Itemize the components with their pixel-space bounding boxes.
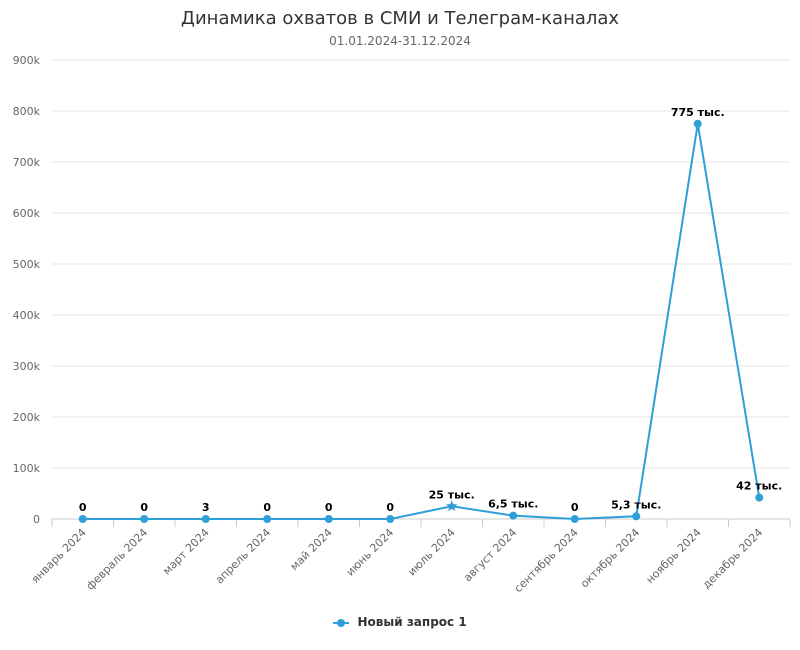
x-tick-label: февраль 2024	[84, 526, 151, 593]
data-point[interactable]	[632, 512, 641, 521]
data-point[interactable]	[693, 119, 702, 128]
data-label: 3	[202, 501, 210, 514]
data-label: 25 тыс.	[429, 488, 475, 501]
data-label: 775 тыс.	[671, 106, 725, 119]
data-point[interactable]	[570, 515, 579, 523]
data-label: 0	[140, 501, 148, 514]
legend-marker-icon	[333, 618, 350, 628]
series	[78, 119, 764, 523]
x-tick-label: июнь 2024	[344, 526, 397, 579]
data-point[interactable]	[140, 515, 149, 523]
data-label: 0	[79, 501, 87, 514]
y-tick-label: 900k	[13, 54, 41, 67]
y-tick-label: 300k	[13, 360, 41, 373]
data-label: 0	[325, 501, 333, 514]
data-point[interactable]	[324, 515, 333, 523]
x-tick-label: июль 2024	[405, 526, 458, 579]
series-line	[82, 123, 761, 521]
chart-title: Динамика охватов в СМИ и Телеграм-канала…	[180, 8, 620, 29]
data-point[interactable]	[201, 514, 210, 523]
data-label: 5,3 тыс.	[611, 498, 661, 511]
y-tick-label: 700k	[13, 156, 41, 169]
chart-subtitle: 01.01.2024-31.12.2024	[329, 34, 471, 48]
legend-label: Новый запрос 1	[357, 615, 467, 629]
grid-lines	[52, 59, 790, 520]
data-point[interactable]	[755, 493, 764, 502]
x-tick-label: март 2024	[160, 526, 212, 578]
data-label: 0	[571, 501, 579, 514]
y-tick-label: 0	[33, 513, 40, 526]
legend[interactable]: Новый запрос 1	[0, 615, 800, 629]
y-tick-label: 600k	[13, 207, 41, 220]
y-tick-label: 800k	[13, 105, 41, 118]
data-label: 0	[386, 501, 394, 514]
data-point[interactable]	[509, 511, 518, 520]
data-point[interactable]	[386, 515, 395, 523]
data-point[interactable]	[78, 515, 87, 523]
data-point-star[interactable]	[446, 500, 458, 512]
x-tick-label: май 2024	[288, 526, 335, 573]
y-tick-label: 500k	[13, 258, 41, 271]
x-tick-label: август 2024	[461, 526, 519, 584]
x-tick-label: сентябрь 2024	[512, 526, 581, 595]
y-axis: 0 100k 200k 300k 400k 500k 600k 700k 800k 900k	[13, 54, 41, 526]
data-point[interactable]	[263, 515, 272, 523]
data-labels: 0 0 3 0 0 0 25 тыс. 6,5 тыс. 0 5,3 тыс. 775 тыс. 42…	[79, 106, 782, 514]
x-tick-label: апрель 2024	[213, 526, 274, 587]
data-label: 6,5 тыс.	[488, 498, 538, 511]
y-tick-label: 200k	[13, 411, 41, 424]
data-label: 42 тыс.	[736, 480, 782, 493]
data-label: 0	[263, 501, 271, 514]
y-tick-label: 400k	[13, 309, 41, 322]
x-tick-label: январь 2024	[29, 526, 89, 586]
y-tick-label: 100k	[13, 462, 41, 475]
x-tick-label: октябрь 2024	[578, 526, 642, 590]
x-tick-label: ноябрь 2024	[644, 526, 704, 586]
x-tick-label: декабрь 2024	[700, 526, 765, 591]
